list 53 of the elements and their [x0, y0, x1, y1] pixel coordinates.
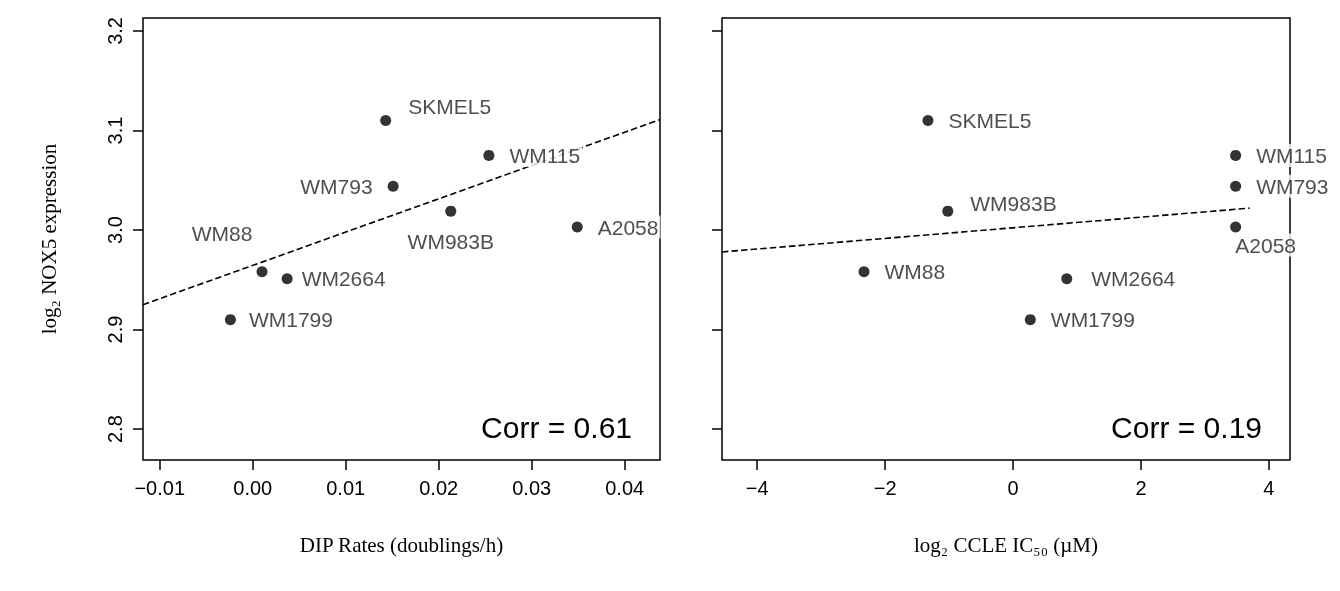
series-label: WM2664: [1091, 267, 1176, 291]
y-axis-title: log₂ NOX5 expression: [36, 143, 61, 335]
annotation: Corr = 0.19: [1111, 410, 1263, 444]
point: [1024, 314, 1036, 326]
series-label: A2058: [597, 215, 659, 239]
series-label: WM115: [1256, 143, 1327, 167]
x-tick-label: 0: [1007, 477, 1019, 499]
x-tick-label: 2: [1135, 477, 1147, 499]
point: [1230, 149, 1242, 161]
point: [256, 266, 268, 278]
x-tick-label: −4: [745, 477, 769, 499]
x-tick-label: 0.00: [233, 477, 273, 499]
point: [942, 205, 954, 217]
y-tick-label: 3.2: [104, 17, 126, 45]
point: [922, 115, 934, 127]
point: [571, 221, 583, 233]
x-tick-label: 0.03: [512, 477, 552, 499]
y-tick-label: 2.8: [104, 415, 126, 444]
series-label: WM88: [191, 222, 253, 246]
point: [1230, 221, 1242, 233]
series-label: WM88: [884, 260, 946, 284]
x-tick-label: 0.02: [419, 477, 459, 499]
series-label: SKMEL5: [408, 95, 492, 119]
point: [1061, 273, 1073, 285]
x-tick-label: 0.01: [326, 477, 366, 499]
point: [858, 266, 870, 278]
annotation: Corr = 0.61: [481, 410, 633, 444]
series-label: WM983B: [407, 229, 494, 253]
x-tick-label: 0.04: [605, 477, 645, 499]
series-label: SKMEL5: [948, 109, 1032, 133]
x-tick-label: 4: [1263, 477, 1275, 499]
series-label: WM1799: [248, 308, 333, 332]
point: [281, 273, 293, 285]
series-label: A2058: [1235, 233, 1296, 257]
x-tick-label: −0.01: [134, 477, 186, 499]
point: [1230, 180, 1242, 192]
series-label: WM983B: [970, 191, 1057, 215]
point: [387, 180, 399, 192]
series-label: WM793: [1256, 174, 1329, 198]
point: [483, 149, 495, 161]
series-label: WM793: [300, 174, 373, 198]
y-tick-label: 3.0: [104, 216, 126, 244]
x-axis-title: DIP Rates (doublings/h): [299, 532, 504, 557]
series-label: WM2664: [301, 267, 386, 291]
y-tick-label: 2.9: [104, 315, 126, 344]
point: [445, 205, 457, 217]
point: [224, 314, 236, 326]
y-tick-label: 3.1: [104, 116, 126, 145]
x-axis-title: log₂ CCLE IC₅₀ (µM): [914, 532, 1098, 557]
series-label: WM115: [509, 143, 581, 167]
series-label: WM1799: [1050, 308, 1135, 332]
x-tick-label: −2: [873, 477, 897, 499]
point: [380, 115, 392, 127]
